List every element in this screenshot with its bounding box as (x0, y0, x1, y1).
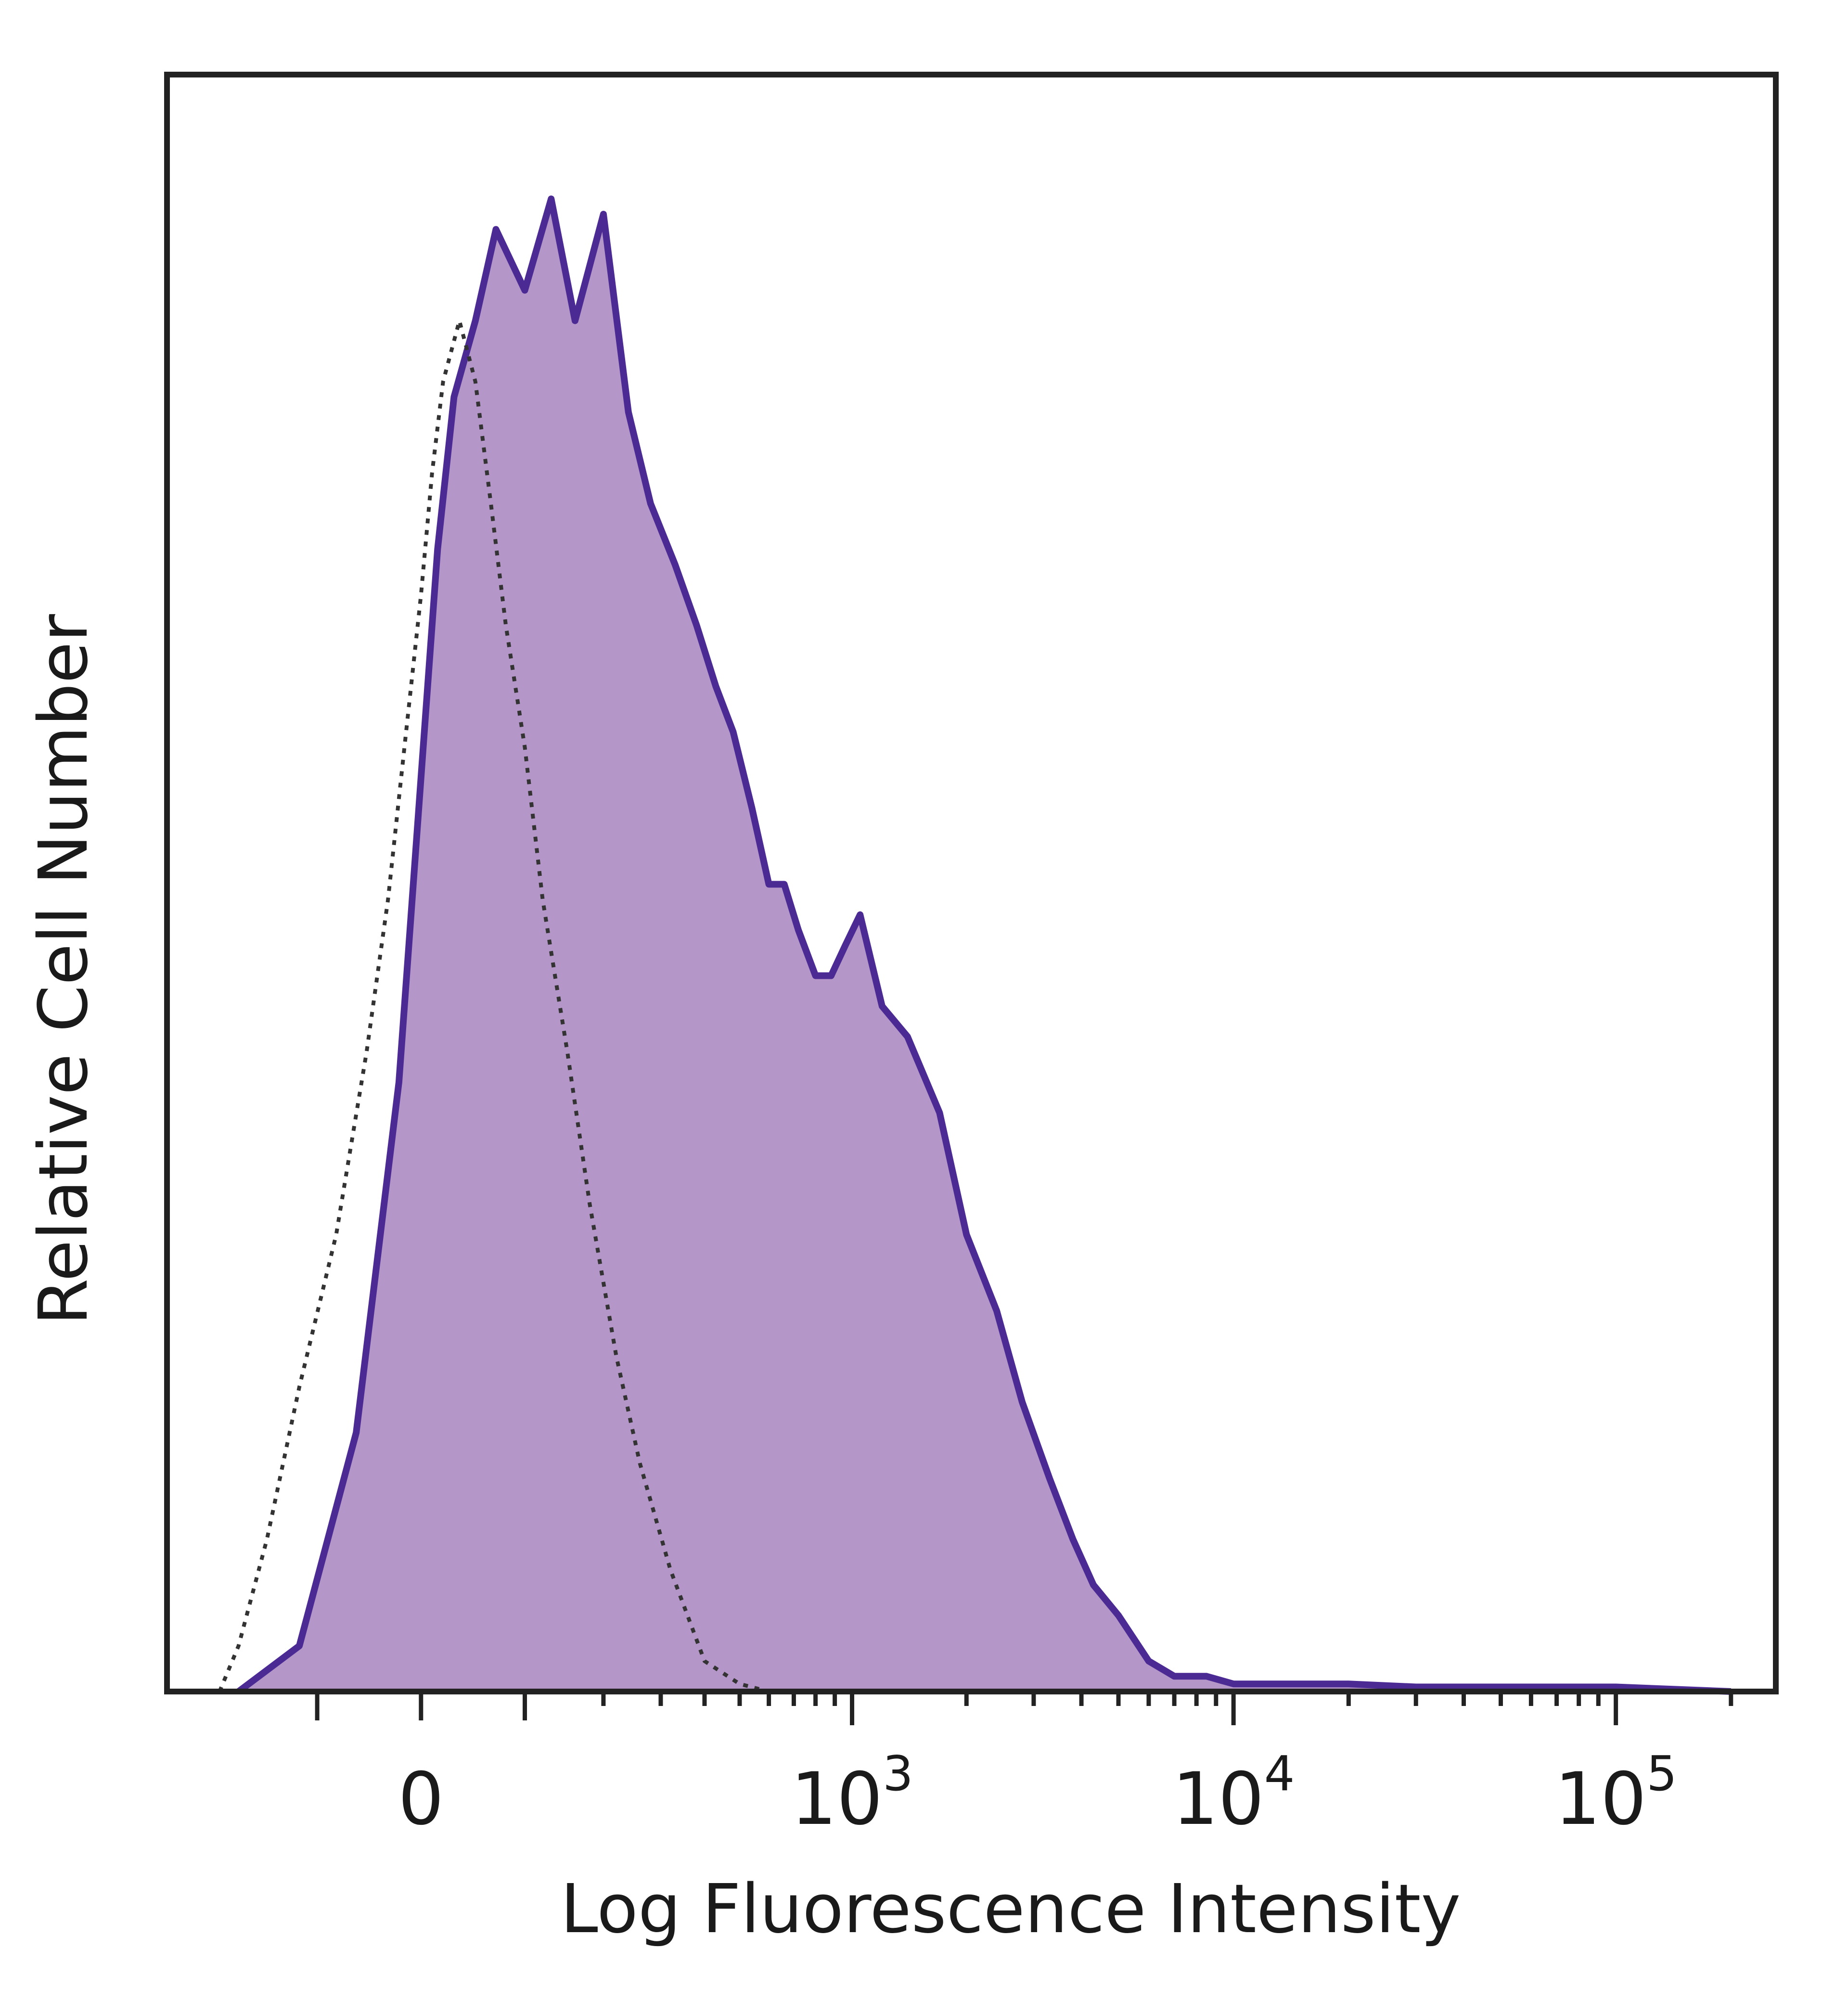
y-axis-title: Relative Cell Number (25, 614, 103, 1325)
control-histogram-line (218, 313, 770, 1693)
plot-marks (218, 195, 1732, 1695)
plot-frame (164, 72, 1779, 1694)
x-tick-label-1: 103 (791, 1745, 913, 1841)
stained-histogram-line (236, 195, 1732, 1695)
x-axis-title: Log Fluorescence Intensity (561, 1870, 1461, 1949)
x-axis-ticks (315, 1692, 1733, 1725)
x-tick-label-3: 105 (1554, 1745, 1677, 1841)
x-axis-tick-labels: 0 103 104 105 (398, 1745, 1677, 1841)
stained-histogram-fill (238, 199, 1731, 1692)
x-tick-label-0: 0 (398, 1757, 444, 1841)
x-tick-label-2: 104 (1172, 1745, 1295, 1841)
